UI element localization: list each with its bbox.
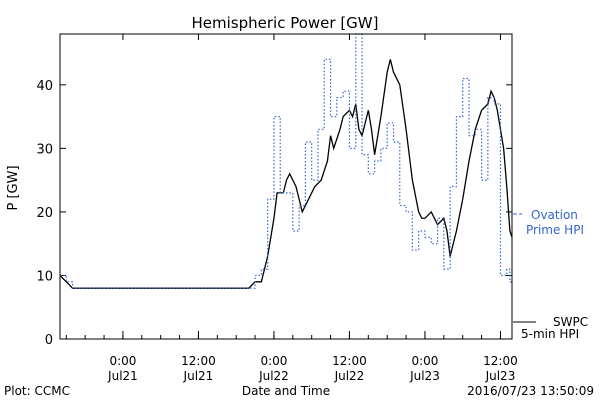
- series-line-ovation: [60, 33, 512, 289]
- y-tick-label: 10: [36, 269, 53, 284]
- legend-ovation-label-line1: Ovation: [531, 208, 578, 222]
- x-tick-label-time: 12:00: [332, 354, 367, 368]
- legend-swpc-label-line2: 5-min HPI: [521, 327, 579, 341]
- x-tick-label-time: 0:00: [109, 354, 136, 368]
- x-tick-label-time: 12:00: [181, 354, 216, 368]
- chart-title: Hemispheric Power [GW]: [192, 14, 379, 32]
- legend-ovation: Ovation Prime HPI: [513, 208, 584, 237]
- x-tick-label-date: Jul22: [258, 369, 289, 383]
- x-axis-ticks: 0:00Jul2112:00Jul210:00Jul2212:00Jul220:…: [65, 34, 518, 383]
- legend-ovation-label-line2: Prime HPI: [526, 223, 584, 237]
- x-tick-label-time: 0:00: [411, 354, 438, 368]
- x-tick-label-date: Jul23: [409, 369, 440, 383]
- x-axis-label: Date and Time: [242, 384, 330, 398]
- y-tick-label: 40: [36, 79, 53, 94]
- series-layer: [59, 33, 513, 289]
- y-axis-label: P [GW]: [6, 165, 21, 210]
- legend-swpc: SWPC 5-min HPI: [513, 315, 588, 341]
- plot-source-label: Plot: CCMC: [4, 384, 70, 398]
- timestamp-label: 2016/07/23 13:50:09: [467, 384, 594, 398]
- y-tick-label: 20: [36, 206, 53, 221]
- x-tick-label-date: Jul21: [183, 369, 214, 383]
- x-tick-label-date: Jul22: [334, 369, 365, 383]
- y-tick-label: 0: [45, 333, 53, 348]
- x-tick-label-date: Jul21: [107, 369, 138, 383]
- x-tick-label-time: 12:00: [483, 354, 518, 368]
- y-axis-ticks: 0 10 20 30 40: [36, 79, 512, 348]
- series-line-swpc: [59, 59, 513, 289]
- plot-frame: [59, 33, 513, 340]
- y-tick-label: 30: [36, 142, 53, 157]
- x-tick-label-date: Jul23: [485, 369, 516, 383]
- x-tick-label-time: 0:00: [260, 354, 287, 368]
- legend-swpc-label-line1: SWPC: [553, 315, 588, 329]
